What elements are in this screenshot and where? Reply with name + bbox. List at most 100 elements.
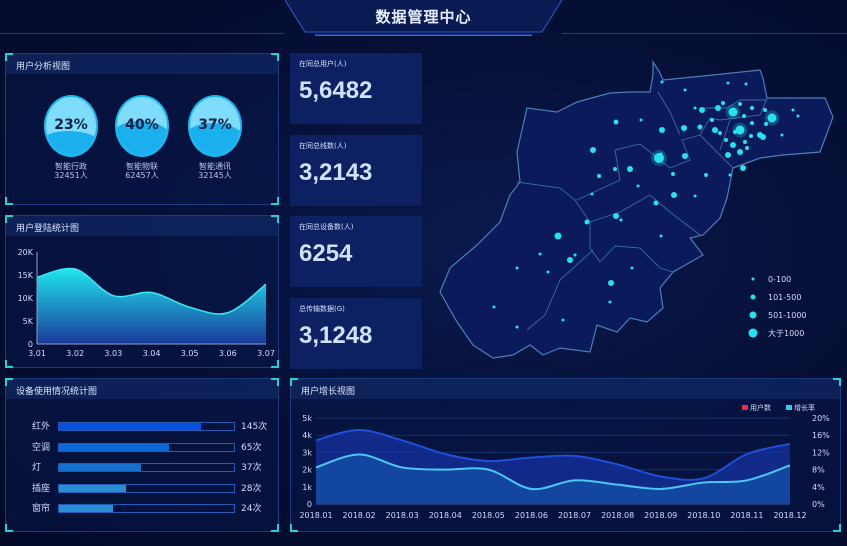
map-legend-label[interactable]: 0-100 bbox=[768, 275, 791, 284]
map-data-dot[interactable] bbox=[654, 153, 664, 163]
map-data-dot[interactable] bbox=[608, 300, 612, 304]
map-data-dot[interactable] bbox=[728, 107, 738, 117]
bubble-percent: 23% bbox=[54, 117, 88, 133]
map-data-dot[interactable] bbox=[733, 130, 737, 134]
map-data-dot[interactable] bbox=[724, 138, 728, 142]
map-data-dot[interactable] bbox=[636, 184, 640, 188]
map-data-dot[interactable] bbox=[740, 165, 746, 171]
map-data-dot[interactable] bbox=[681, 125, 687, 131]
legend-swatch bbox=[786, 405, 792, 410]
map-data-dot[interactable] bbox=[718, 131, 722, 135]
percent-bubble: 37% bbox=[188, 95, 242, 157]
map-data-dot[interactable] bbox=[750, 106, 754, 110]
map-data-dot[interactable] bbox=[567, 257, 573, 263]
map-data-dot[interactable] bbox=[710, 118, 714, 122]
map-data-dot[interactable] bbox=[671, 172, 675, 176]
map-data-dot[interactable] bbox=[515, 266, 519, 270]
map-data-dot[interactable] bbox=[737, 149, 743, 155]
map-data-dot[interactable] bbox=[767, 113, 777, 123]
map-legend-label[interactable]: 501-1000 bbox=[768, 311, 807, 320]
map-data-dot[interactable] bbox=[726, 81, 730, 85]
map-legend-label[interactable]: 大于1000 bbox=[768, 328, 804, 338]
map-data-dot[interactable] bbox=[639, 118, 643, 122]
map-data-dot[interactable] bbox=[630, 266, 634, 270]
panel-title: 设备使用情况统计图 bbox=[6, 379, 278, 399]
map-data-dot[interactable] bbox=[745, 146, 749, 150]
y-right-tick-label: 20% bbox=[812, 414, 830, 423]
series-area-1 bbox=[316, 454, 790, 504]
bar-track bbox=[58, 442, 235, 452]
map-data-dot[interactable] bbox=[735, 125, 745, 135]
map-data-dot[interactable] bbox=[712, 127, 718, 133]
legend-dot bbox=[750, 294, 756, 300]
map-data-dot[interactable] bbox=[515, 325, 519, 329]
map-data-dot[interactable] bbox=[538, 252, 542, 256]
map-data-dot[interactable] bbox=[659, 152, 663, 156]
map-data-dot[interactable] bbox=[791, 108, 795, 112]
user-growth-chart: 0 0% 1k 4% 2k 8% 3k 12% 4k 16% 5k 20% 2018.01 2018.02… bbox=[299, 403, 830, 520]
map-data-dot[interactable] bbox=[730, 142, 736, 148]
map-data-dot[interactable] bbox=[608, 280, 614, 286]
map-data-dot[interactable] bbox=[697, 124, 703, 130]
map-data-dot[interactable] bbox=[715, 105, 721, 111]
map-data-dot[interactable] bbox=[760, 134, 766, 140]
map-data-dot[interactable] bbox=[682, 153, 688, 159]
map-data-dot[interactable] bbox=[796, 114, 800, 118]
map-data-dot[interactable] bbox=[721, 101, 725, 105]
map-data-dot[interactable] bbox=[744, 82, 748, 86]
map-data-dot[interactable] bbox=[693, 106, 697, 110]
stat-card: 在同总设备数(人) 6254 bbox=[290, 216, 422, 287]
map-data-dot[interactable] bbox=[573, 253, 577, 257]
map-data-dot[interactable] bbox=[546, 270, 550, 274]
map-legend-label[interactable]: 101-500 bbox=[768, 293, 801, 302]
map-data-dot[interactable] bbox=[659, 127, 665, 133]
category-count: 32451人 bbox=[54, 171, 88, 180]
map-data-dot[interactable] bbox=[671, 192, 677, 198]
device-bar-row: 空调 65次 bbox=[32, 440, 272, 454]
map-data-dot[interactable] bbox=[597, 174, 601, 178]
map-data-dot[interactable] bbox=[728, 173, 732, 177]
map-data-dot[interactable] bbox=[619, 218, 623, 222]
map-data-dot[interactable] bbox=[492, 305, 496, 309]
map-data-dot[interactable] bbox=[725, 152, 731, 158]
stat-card: 在同总线数(人) 3,2143 bbox=[290, 135, 422, 206]
map-data-dot[interactable] bbox=[653, 200, 659, 206]
map-data-dot[interactable] bbox=[749, 134, 753, 138]
legend-dot bbox=[748, 328, 758, 338]
y-tick-label: 0 bbox=[28, 340, 33, 349]
map-data-dot[interactable] bbox=[699, 107, 705, 113]
map-data-dot[interactable] bbox=[742, 114, 746, 118]
map-data-dot[interactable] bbox=[743, 140, 747, 144]
stat-label: 在同总线数(人) bbox=[299, 142, 347, 150]
stat-label: 总传输数据(G) bbox=[299, 305, 345, 313]
x-tick-label: 2018.05 bbox=[472, 511, 505, 520]
y-tick-label: 5K bbox=[23, 317, 34, 326]
map-data-dot[interactable] bbox=[584, 219, 590, 225]
y-left-tick-label: 1k bbox=[302, 483, 312, 492]
map-data-dot[interactable] bbox=[590, 147, 596, 153]
map-data-dot[interactable] bbox=[750, 121, 754, 125]
map-data-dot[interactable] bbox=[561, 318, 565, 322]
legend-label[interactable]: 增长率 bbox=[794, 403, 815, 412]
map-data-dot[interactable] bbox=[683, 88, 687, 92]
x-tick-label: 2018.06 bbox=[515, 511, 548, 520]
map-data-dot[interactable] bbox=[764, 122, 768, 126]
map-data-dot[interactable] bbox=[660, 80, 664, 84]
map-data-dot[interactable] bbox=[780, 133, 784, 137]
map-data-dot[interactable] bbox=[554, 232, 562, 240]
x-tick-label: 3.06 bbox=[219, 349, 237, 358]
map-data-dot[interactable] bbox=[613, 119, 619, 125]
series-line-1 bbox=[315, 453, 791, 491]
map-data-dot[interactable] bbox=[613, 167, 617, 171]
map-data-dot[interactable] bbox=[659, 234, 663, 238]
legend-label[interactable]: 用户数 bbox=[750, 403, 771, 412]
map-data-dot[interactable] bbox=[613, 213, 619, 219]
map-data-dot[interactable] bbox=[627, 166, 633, 172]
map-data-dot[interactable] bbox=[590, 192, 594, 196]
map-data-dot[interactable] bbox=[704, 173, 708, 177]
bar-track bbox=[58, 483, 235, 493]
x-tick-label: 2018.02 bbox=[343, 511, 376, 520]
map-data-dot[interactable] bbox=[738, 102, 742, 106]
map-data-dot[interactable] bbox=[763, 108, 767, 112]
map-data-dot[interactable] bbox=[693, 194, 697, 198]
